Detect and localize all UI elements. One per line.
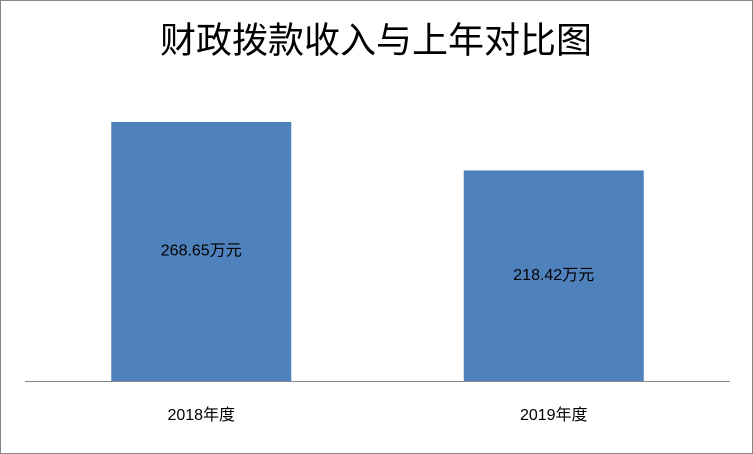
bar: [463, 170, 644, 381]
bar: [111, 122, 292, 381]
data-label: 218.42万元: [513, 267, 594, 284]
data-label: 268.65万元: [161, 243, 242, 260]
x-tick-label: 2018年度: [167, 406, 235, 424]
x-tick-label: 2019年度: [520, 406, 588, 424]
chart-title: 财政拨款收入与上年对比图: [160, 20, 592, 61]
